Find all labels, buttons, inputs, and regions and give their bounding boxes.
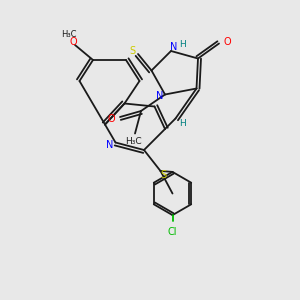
Text: O: O (70, 37, 77, 47)
Text: N: N (106, 140, 113, 151)
Text: H₃C: H₃C (125, 136, 142, 146)
Text: Cl: Cl (168, 226, 177, 237)
Text: H₃C: H₃C (61, 30, 77, 39)
Text: S: S (160, 170, 166, 181)
Text: H: H (179, 40, 185, 49)
Text: O: O (108, 113, 116, 124)
Text: O: O (224, 37, 231, 47)
Text: S: S (130, 46, 136, 56)
Text: N: N (156, 91, 163, 101)
Text: N: N (170, 42, 178, 52)
Text: H: H (180, 119, 186, 128)
